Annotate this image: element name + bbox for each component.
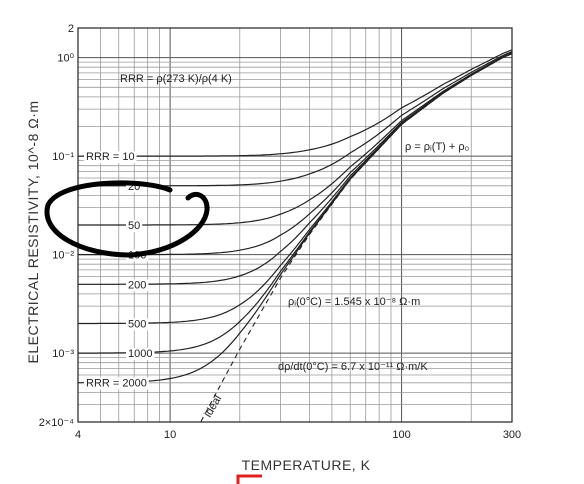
ideal-resistivity-curve — [200, 53, 513, 422]
x-axis-title: TEMPERATURE, K — [242, 457, 371, 473]
y-tick-label: 10⁻³ — [52, 348, 74, 360]
curve-label: 200 — [128, 279, 146, 291]
red-mark — [236, 474, 262, 484]
resistivity-curve — [78, 52, 513, 226]
ticks: 4 10 100 300 2 10⁰ 10⁻¹ 10⁻² 10⁻³ 2×10⁻⁴ — [39, 23, 521, 441]
resistivity-curve — [78, 49, 513, 157]
curve-label-background — [126, 318, 149, 331]
curve-label-background — [126, 219, 143, 232]
y-tick-label: 10⁰ — [57, 53, 74, 65]
y-axis-title: ELECTRICAL RESISTIVITY, 10^-8 Ω·m — [25, 100, 41, 363]
curve-label: 500 — [128, 318, 146, 330]
y-tick-label: 10⁻² — [52, 250, 74, 262]
rrr-definition-annotation: RRR = ρ(273 K)/ρ(4 K) — [120, 73, 232, 85]
rho-0c-annotation: ρᵢ(0°C) = 1.545 x 10⁻⁸ Ω·m — [288, 296, 420, 308]
matthiessen-annotation: ρ = ρᵢ(T) + ρ₀ — [405, 141, 469, 153]
y-tick-label: 10⁻¹ — [52, 151, 74, 163]
curve-label-background — [84, 151, 137, 164]
x-tick-label: 4 — [75, 429, 81, 441]
curve-label-background — [84, 377, 149, 390]
x-tick-label: 10 — [164, 429, 176, 441]
x-tick-label: 300 — [503, 429, 521, 441]
curve-label-background — [126, 279, 149, 292]
resistivity-curve — [78, 52, 513, 354]
curve-label: 50 — [128, 220, 140, 232]
y-tick-label: 2×10⁻⁴ — [39, 417, 75, 429]
resistivity-curve — [78, 53, 513, 384]
annotations: RRR = ρ(273 K)/ρ(4 K) ρ = ρᵢ(T) + ρ₀ ρᵢ(… — [120, 73, 469, 420]
curve-label: RRR = 2000 — [86, 377, 147, 389]
slope-0c-annotation: dρ/dt(0°C) = 6.7 x 10⁻¹¹ Ω·m/K — [278, 361, 428, 373]
curve-label: RRR = 10 — [86, 151, 135, 163]
ideal-curve-label: ideal — [202, 393, 224, 419]
curve-label-background — [126, 347, 155, 360]
grid — [77, 27, 513, 423]
hand-drawn-circle-mark — [44, 180, 210, 258]
curve-label: 1000 — [128, 348, 152, 360]
y-tick-label: 2 — [68, 23, 74, 35]
x-tick-label: 100 — [392, 429, 410, 441]
